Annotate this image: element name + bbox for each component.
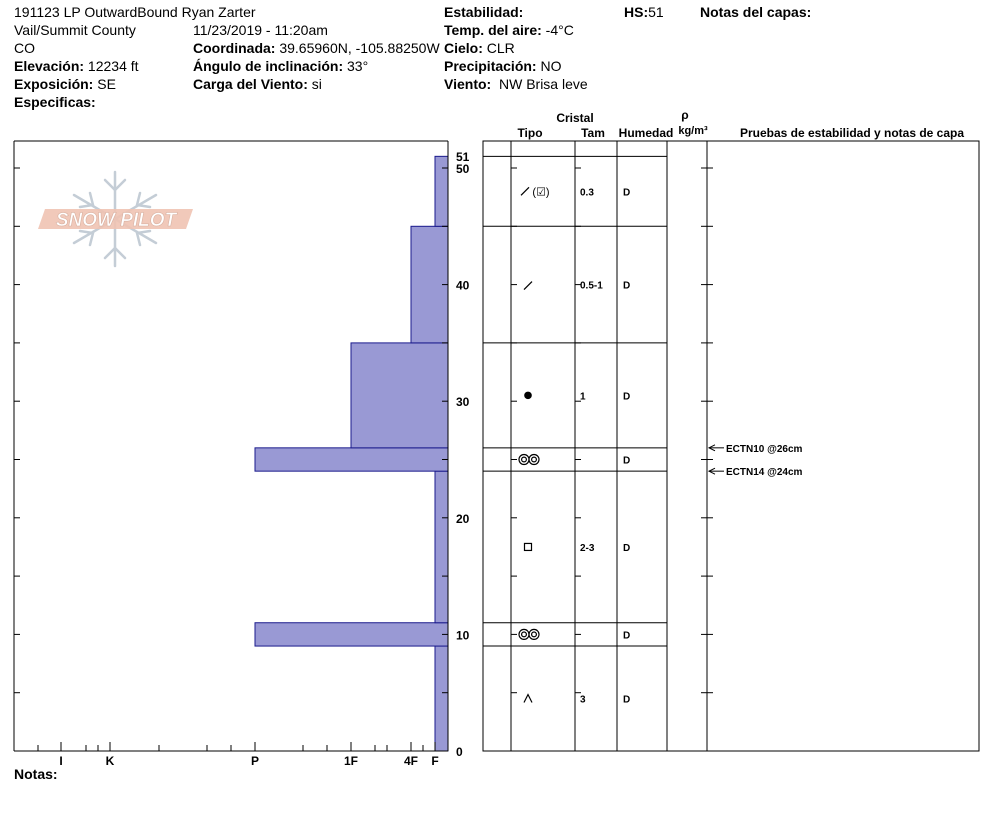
depth-ticks: 0 10 20 30 40 50: [14, 162, 470, 759]
depth-tick-label: 20: [456, 512, 470, 526]
sky-value: CLR: [486, 40, 515, 56]
wind-label: Viento:: [444, 76, 492, 92]
depth-tick-label: 50: [456, 162, 470, 176]
crystal-size: 3: [580, 695, 586, 706]
moisture-value: D: [623, 543, 630, 554]
crystal-size: 1: [580, 391, 586, 402]
col-header-type: Tipo: [517, 126, 542, 140]
hardness-bar: [254, 622, 449, 647]
wind-load-label: Carga del Viento:: [193, 76, 308, 92]
depth-tick-label: 0: [456, 745, 463, 759]
depth-hoar-icon: [523, 693, 533, 703]
coord-value: 39.65960N, -105.88250W: [279, 40, 440, 56]
aspect-label: Exposición:: [14, 76, 94, 92]
hardness-tick-label: 4F: [404, 754, 418, 768]
depth-top-label: 51: [456, 150, 470, 164]
pit-title: 191123 LP OutwardBound Ryan Zarter: [14, 4, 256, 20]
crystal-size: 0.3: [580, 187, 594, 198]
wind-load-value: si: [311, 76, 322, 92]
sky-label: Cielo:: [444, 40, 483, 56]
hardness-bar: [434, 470, 449, 624]
table-depth-ticks: [511, 167, 713, 752]
test-arrow-head: [707, 467, 716, 475]
col-header-density-unit: kg/m³: [678, 125, 708, 137]
crystal-rows: (☑) 0.3 D 0.5-1 D 1 D D 2-3 D D 3 D: [483, 155, 667, 706]
hardness-bar: [410, 225, 449, 344]
hardness-tick-label: K: [106, 754, 115, 768]
moisture-value: D: [623, 630, 630, 641]
moisture-value: D: [623, 391, 630, 402]
elevation: Elevación: 12234 ft: [14, 58, 139, 74]
hardness-tick-label: 1F: [344, 754, 358, 768]
specifics-label: Especificas:: [14, 94, 96, 110]
air-temp-label: Temp. del aire:: [444, 22, 542, 38]
aspect-value: SE: [97, 76, 116, 92]
col-header-moisture: Humedad: [619, 126, 674, 140]
wind-value: NW Brisa leve: [498, 76, 588, 92]
snow-pilot-logo: SNOW PILOT: [38, 170, 193, 268]
precipitation: Precipitación: NO: [444, 58, 561, 74]
moisture-value: D: [623, 695, 630, 706]
hardness-tick-label: P: [251, 754, 259, 768]
svg-text:(☑): (☑): [532, 186, 549, 198]
stability-label: Estabilidad:: [444, 4, 524, 20]
pit-location: Vail/Summit County: [14, 22, 136, 38]
moisture-value: D: [623, 187, 630, 198]
faceted-crystals-icon: [523, 542, 533, 552]
pit-state: CO: [14, 40, 35, 56]
elevation-value: 12234 ft: [87, 58, 139, 74]
pit-datetime: 11/23/2019 - 11:20am: [193, 22, 328, 38]
notes-label: Notas:: [14, 766, 58, 782]
depth-tick-label: 10: [456, 628, 470, 642]
decomposing-icon: [523, 281, 533, 291]
precip-label: Precipitación:: [444, 58, 537, 74]
hardness-bars: [254, 155, 449, 752]
wind-loading: Carga del Viento: si: [193, 76, 322, 92]
hardness-bar: [434, 645, 449, 752]
hardness-bar: [254, 447, 449, 472]
air-temp-value: -4°C: [545, 22, 574, 38]
hardness-tick-label: F: [431, 754, 438, 768]
hardness-ticks: I K P 1F 4F F: [37, 742, 439, 768]
air-temp: Temp. del aire: -4°C: [444, 22, 574, 38]
moisture-value: D: [623, 281, 630, 292]
hardness-bar: [350, 342, 449, 449]
surface-hoar-icon: [518, 453, 540, 466]
hs-value: 51: [648, 4, 664, 20]
aspect: Exposición: SE: [14, 76, 116, 92]
stability-tests: ECTN10 @26cm ECTN14 @24cm: [707, 444, 803, 478]
col-header-crystal: Cristal: [556, 111, 593, 125]
wind: Viento: NW Brisa leve: [444, 76, 588, 92]
elevation-label: Elevación:: [14, 58, 85, 74]
snow-depth: HS:51: [624, 4, 664, 20]
slope-label: Ángulo de inclinación:: [193, 58, 344, 74]
crystal-size: 0.5-1: [580, 281, 603, 292]
test-label: ECTN14 @24cm: [726, 467, 803, 478]
col-header-size: Tam: [581, 126, 605, 140]
slope-value: 33°: [347, 58, 369, 74]
hardness-tick-label: I: [59, 754, 62, 768]
test-label: ECTN10 @26cm: [726, 444, 803, 455]
hardness-bar: [434, 155, 449, 227]
coordinates: Coordinada: 39.65960N, -105.88250W: [193, 40, 440, 56]
coord-label: Coordinada:: [193, 40, 276, 56]
moisture-value: D: [623, 456, 630, 467]
hs-label: HS:: [624, 4, 649, 20]
surface-hoar-icon: [518, 628, 540, 641]
crystal-size: 2-3: [580, 543, 595, 554]
slope-angle: Ángulo de inclinación: 33°: [193, 58, 368, 74]
depth-tick-label: 30: [456, 395, 470, 409]
logo-text: SNOW PILOT: [56, 210, 178, 231]
crystal-table-frame: [482, 140, 980, 752]
rounded-grains-icon: [524, 391, 532, 400]
col-header-density: ρ: [681, 108, 688, 122]
depth-tick-label: 40: [456, 279, 470, 293]
precip-particles-icon: (☑): [520, 186, 550, 198]
layer-notes-label: Notas del capas:: [700, 4, 812, 20]
test-arrow-head: [707, 444, 716, 452]
precip-value: NO: [540, 58, 562, 74]
col-header-tests: Pruebas de estabilidad y notas de capa: [740, 126, 964, 140]
sky: Cielo: CLR: [444, 40, 515, 56]
